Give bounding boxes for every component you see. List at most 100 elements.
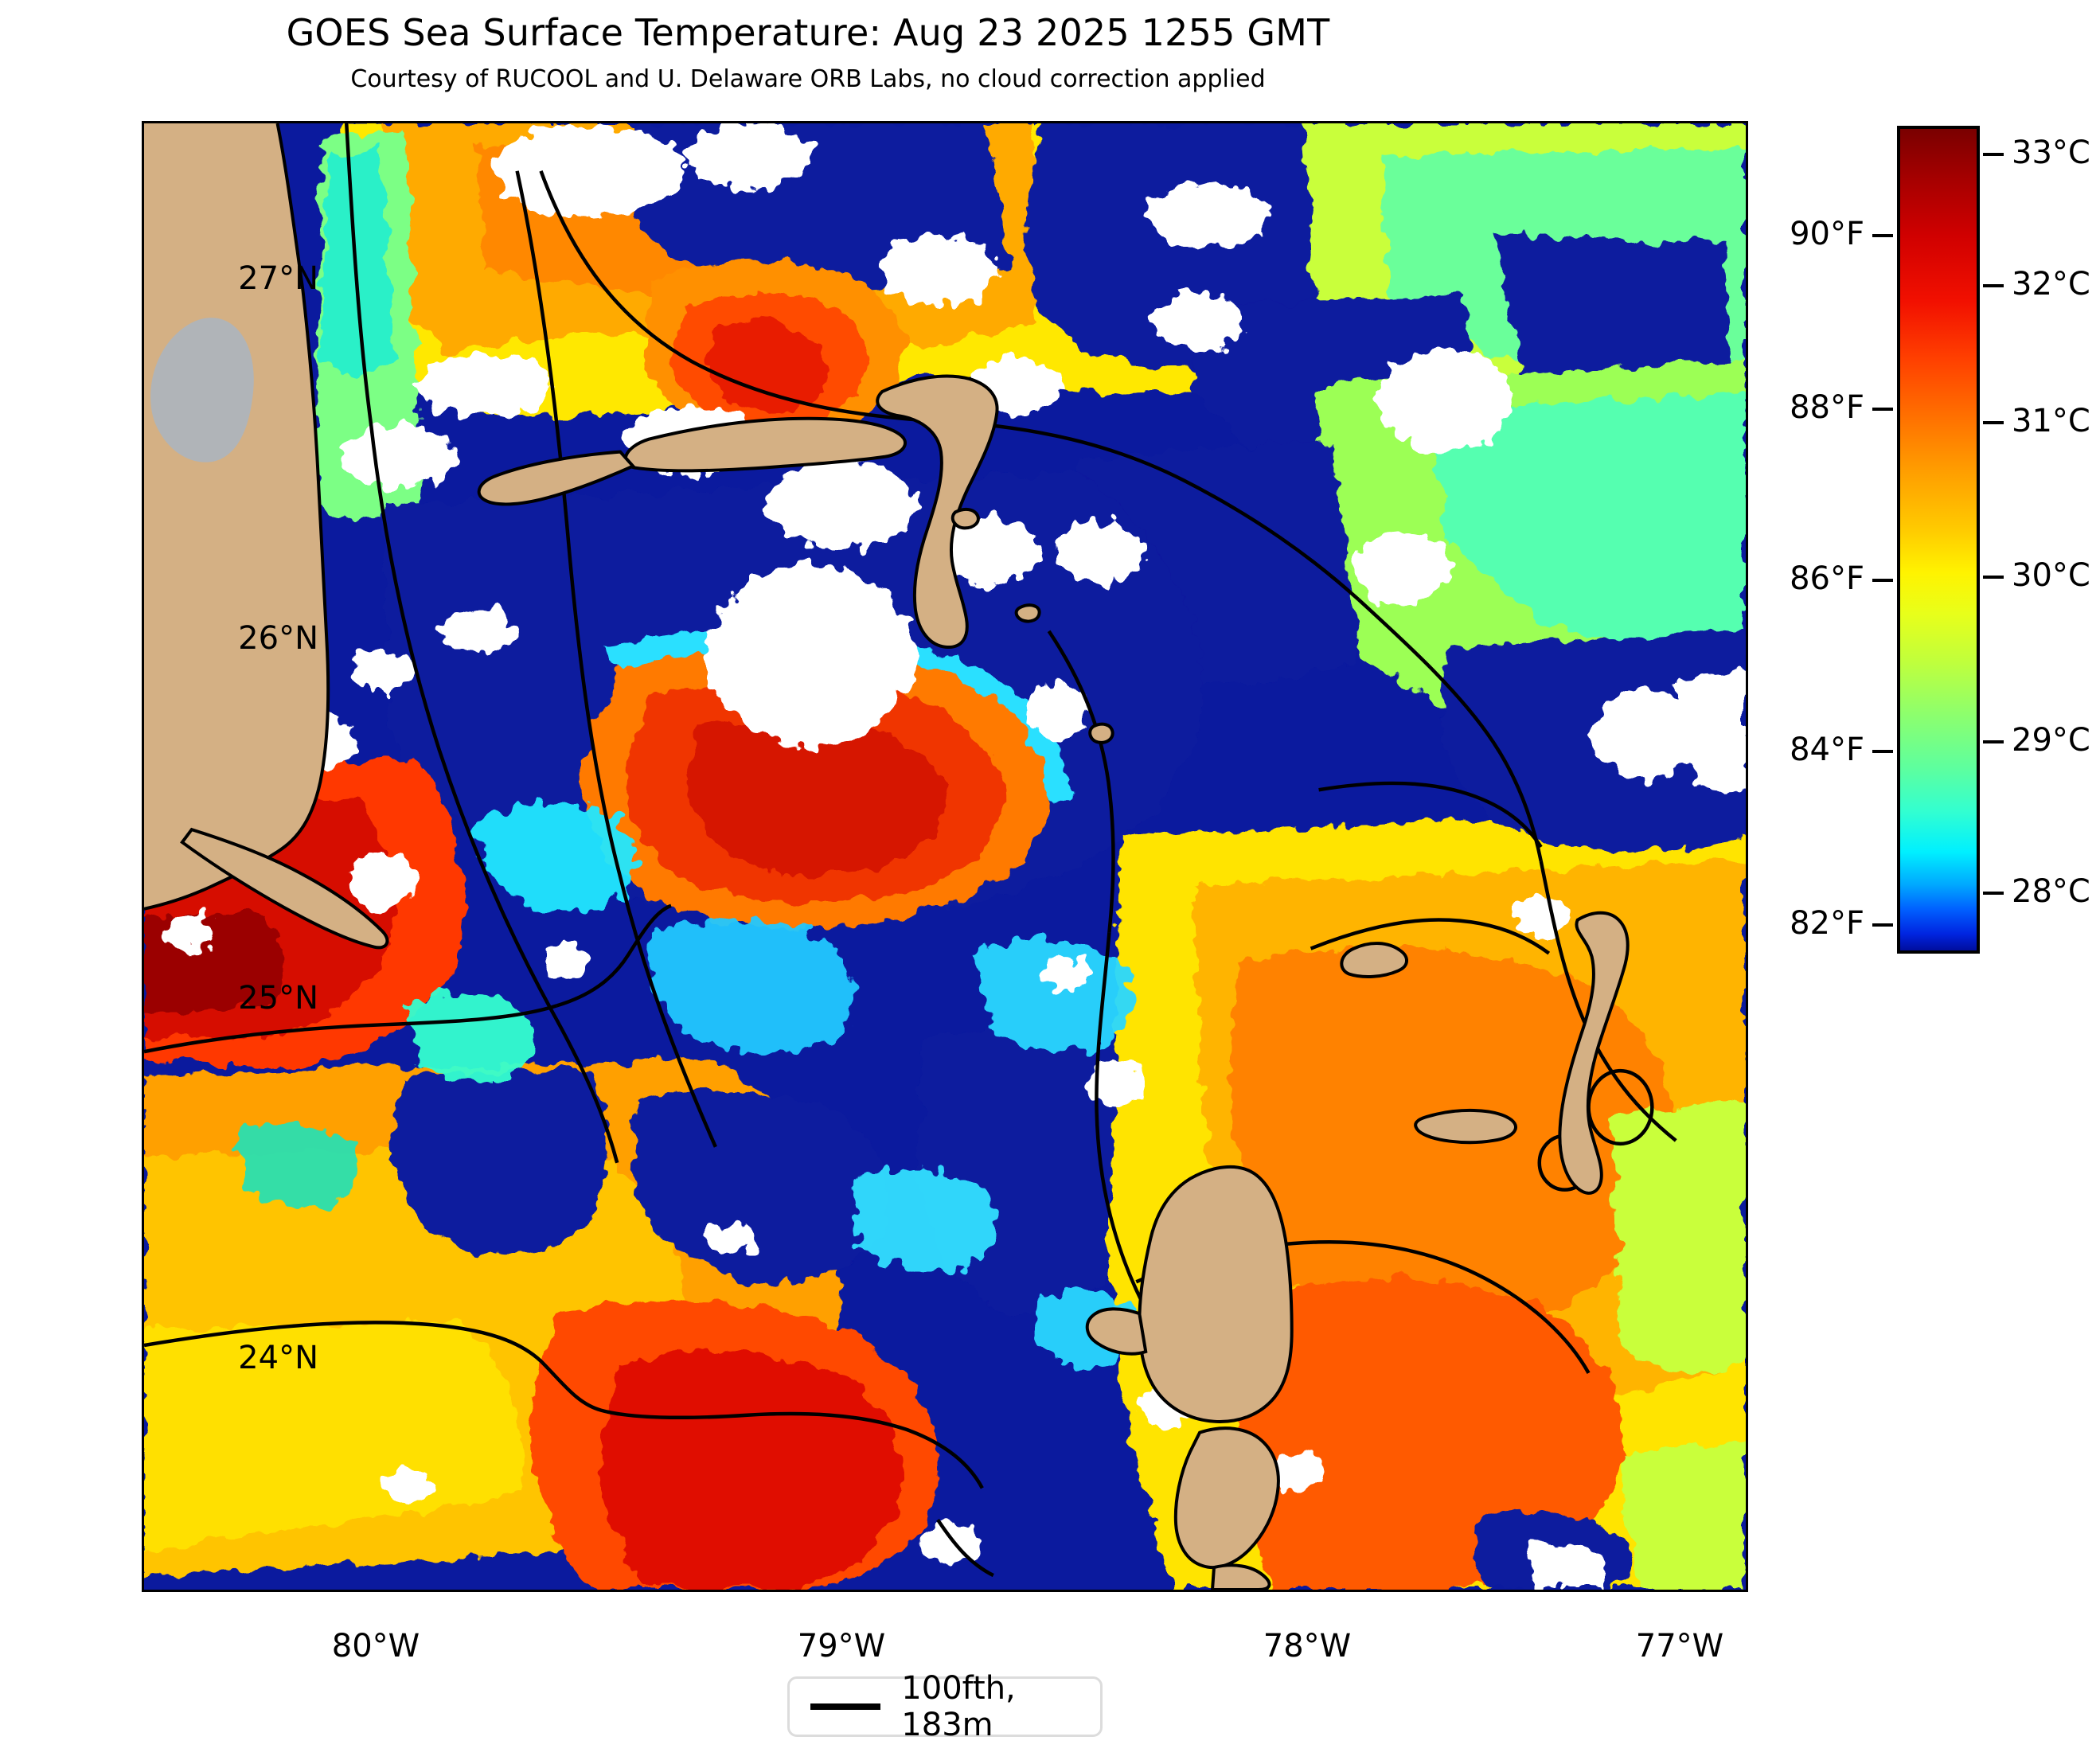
x-tick-minor xyxy=(192,1590,195,1592)
sst-colorbar[interactable] xyxy=(1897,126,1980,954)
x-tick-top xyxy=(192,121,195,123)
x-tick-top xyxy=(378,121,383,123)
y-tick-right xyxy=(1746,1360,1748,1364)
y-tick-right xyxy=(1746,821,1748,824)
y-tick-right xyxy=(1746,1540,1748,1543)
page-subtitle: Courtesy of RUCOOL and U. Delaware ORB L… xyxy=(350,65,1266,93)
x-tick-top xyxy=(1030,121,1033,123)
x-tick-top xyxy=(1682,121,1685,123)
y-tick-right xyxy=(1746,1091,1748,1094)
x-tick-minor xyxy=(285,1590,288,1592)
y-tick-minor xyxy=(142,1180,144,1184)
x-tick-top xyxy=(1216,121,1220,123)
x-tick-top xyxy=(751,121,754,123)
sst-map-plot[interactable] xyxy=(142,121,1748,1592)
x-axis-label-79W: 79°W xyxy=(797,1628,886,1664)
y-tick-minor xyxy=(142,1091,144,1094)
colorbar-tick-30C xyxy=(1983,576,2004,579)
colorbar-tick-28C xyxy=(1983,892,2004,895)
y-tick-26N xyxy=(142,641,144,645)
x-tick-top xyxy=(1123,121,1126,123)
y-tick-right xyxy=(1746,461,1748,464)
colorbar-label-84F: 84°F xyxy=(1790,732,1864,768)
y-tick-minor xyxy=(142,731,144,734)
colorbar-tick-31C xyxy=(1983,421,2004,424)
y-tick-right xyxy=(1746,911,1748,914)
y-tick-minor xyxy=(142,1450,144,1454)
sst-raster-canvas xyxy=(144,123,1746,1590)
x-tick-minor xyxy=(1496,1590,1499,1592)
x-tick-minor xyxy=(1123,1590,1126,1592)
colorbar-label-30C: 30°C xyxy=(2012,557,2090,594)
x-tick-top xyxy=(844,121,849,123)
x-tick-80W xyxy=(378,1590,383,1592)
x-tick-78W xyxy=(1310,1590,1314,1592)
colorbar-label-82F: 82°F xyxy=(1790,905,1864,942)
y-tick-right xyxy=(1746,731,1748,734)
colorbar-label-28C: 28°C xyxy=(2012,873,2090,910)
colorbar-label-90F: 90°F xyxy=(1790,216,1864,252)
colorbar-tick-82F xyxy=(1872,923,1893,927)
colorbar-tick-29C xyxy=(1983,740,2004,743)
y-tick-minor xyxy=(142,911,144,914)
x-tick-top xyxy=(564,121,568,123)
x-tick-minor xyxy=(658,1590,661,1592)
colorbar-label-31C: 31°C xyxy=(2012,403,2090,439)
x-tick-minor xyxy=(1030,1590,1033,1592)
colorbar-label-29C: 29°C xyxy=(2012,722,2090,759)
colorbar-label-86F: 86°F xyxy=(1790,560,1864,597)
y-tick-minor xyxy=(142,551,144,554)
colorbar-tick-32C xyxy=(1983,284,2004,287)
x-tick-top xyxy=(1496,121,1499,123)
colorbar-tick-86F xyxy=(1872,579,1893,582)
x-tick-minor xyxy=(1682,1590,1685,1592)
y-axis-label-24N: 24°N xyxy=(238,1340,318,1376)
y-tick-right xyxy=(1746,1001,1748,1005)
map-legend[interactable]: 100fth, 183m xyxy=(787,1670,1103,1743)
y-tick-right xyxy=(1746,551,1748,554)
y-tick-minor xyxy=(142,461,144,464)
y-tick-24N xyxy=(142,1360,144,1364)
y-tick-right xyxy=(1746,1180,1748,1184)
colorbar-tick-90F xyxy=(1872,234,1893,237)
colorbar-tick-33C xyxy=(1983,153,2004,156)
y-tick-right xyxy=(1746,371,1748,374)
x-tick-top xyxy=(658,121,661,123)
y-axis-label-27N: 27°N xyxy=(238,260,318,297)
y-tick-right xyxy=(1746,281,1748,285)
y-axis-label-25N: 25°N xyxy=(238,980,318,1017)
x-tick-minor xyxy=(937,1590,940,1592)
x-tick-top xyxy=(471,121,474,123)
colorbar-tick-88F xyxy=(1872,408,1893,411)
isobath-line-swatch xyxy=(810,1703,881,1710)
x-axis-label-77W: 77°W xyxy=(1635,1628,1724,1664)
page-title: GOES Sea Surface Temperature: Aug 23 202… xyxy=(286,11,1330,54)
colorbar-label-33C: 33°C xyxy=(2012,135,2090,171)
colorbar-label-88F: 88°F xyxy=(1790,389,1864,426)
x-tick-top xyxy=(1310,121,1314,123)
x-axis-label-80W: 80°W xyxy=(331,1628,420,1664)
isobath-legend-label: 100fth, 183m xyxy=(901,1670,1016,1743)
x-tick-top xyxy=(1403,121,1406,123)
y-tick-minor xyxy=(142,821,144,824)
y-tick-right xyxy=(1746,641,1748,645)
y-tick-27N xyxy=(142,281,144,285)
x-tick-minor xyxy=(1216,1590,1220,1592)
x-tick-minor xyxy=(751,1590,754,1592)
x-tick-79W xyxy=(844,1590,849,1592)
y-axis-label-26N: 26°N xyxy=(238,620,318,657)
y-tick-minor xyxy=(142,371,144,374)
x-tick-top xyxy=(1589,121,1592,123)
x-tick-top xyxy=(285,121,288,123)
x-tick-minor xyxy=(471,1590,474,1592)
y-tick-25N xyxy=(142,1001,144,1005)
y-tick-right xyxy=(1746,1270,1748,1274)
x-tick-minor xyxy=(564,1590,568,1592)
colorbar-label-32C: 32°C xyxy=(2012,266,2090,302)
x-tick-top xyxy=(937,121,940,123)
x-tick-minor xyxy=(1589,1590,1592,1592)
x-axis-label-78W: 78°W xyxy=(1263,1628,1352,1664)
colorbar-tick-84F xyxy=(1872,750,1893,753)
y-tick-minor xyxy=(142,1270,144,1274)
y-tick-right xyxy=(1746,1450,1748,1454)
